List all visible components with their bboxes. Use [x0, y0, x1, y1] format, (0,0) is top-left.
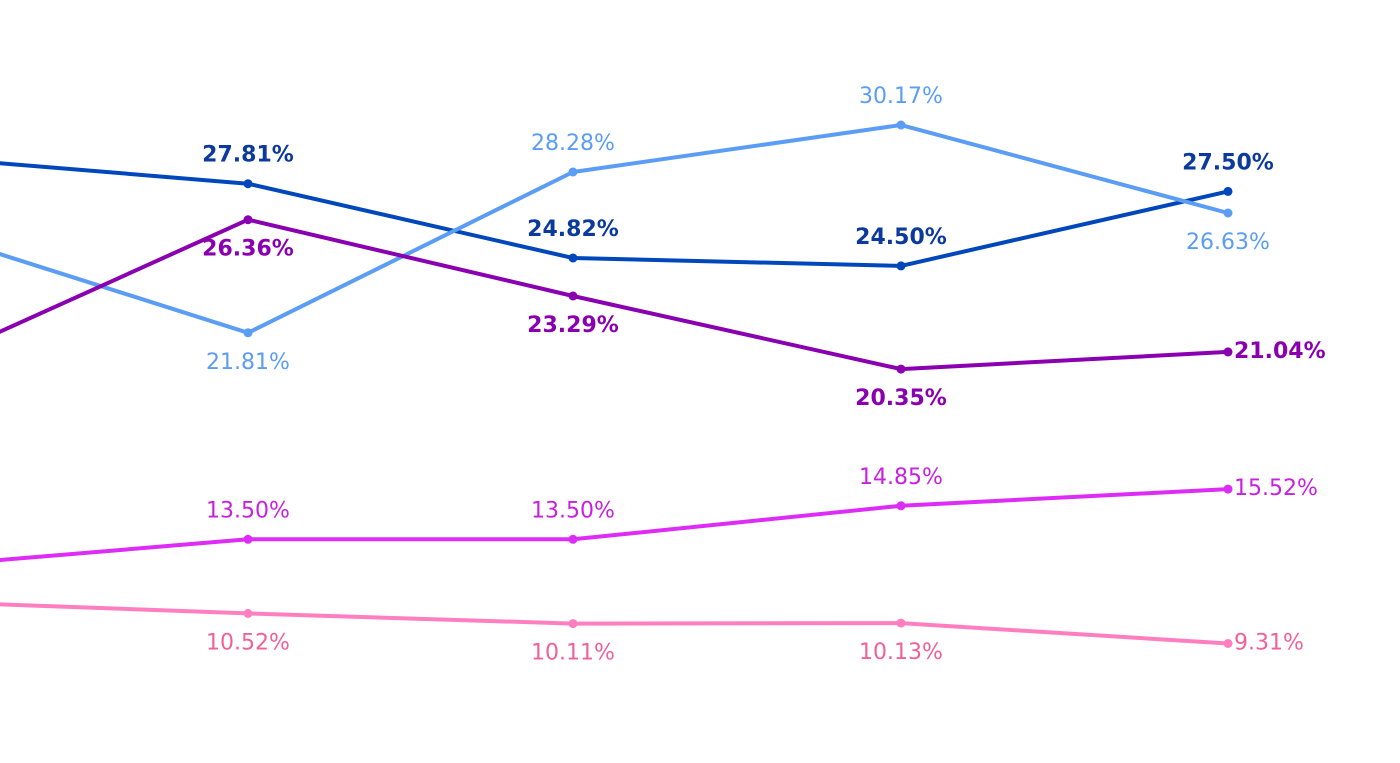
data-point-light-blue-2 — [568, 167, 578, 177]
data-label-light-blue-2: 28.28% — [531, 131, 615, 156]
data-point-purple-3 — [896, 364, 906, 374]
data-point-dark-blue-3 — [896, 261, 906, 271]
data-label-magenta-4: 15.52% — [1234, 476, 1318, 501]
data-label-magenta-2: 13.50% — [531, 498, 615, 523]
data-point-pink-1 — [243, 608, 253, 618]
series-purple: 26.36% 23.29% 20.35% 21.04% — [0, 215, 1326, 411]
data-point-dark-blue-1 — [243, 179, 253, 189]
data-label-purple-1: 26.36% — [202, 237, 294, 262]
data-label-light-blue-4: 26.63% — [1186, 230, 1270, 255]
data-label-magenta-3: 14.85% — [859, 465, 943, 490]
data-point-pink-3 — [896, 618, 906, 628]
series-line-pink — [0, 602, 1229, 646]
data-label-pink-4: 9.31% — [1234, 631, 1304, 656]
data-label-purple-2: 23.29% — [527, 313, 619, 338]
series-line-purple — [0, 217, 1229, 372]
data-label-light-blue-3: 30.17% — [859, 84, 943, 109]
data-label-dark-blue-1: 27.81% — [202, 143, 294, 168]
series-light-blue: 21.81% 28.28% 30.17% 26.63% — [0, 84, 1270, 375]
data-label-pink-2: 10.11% — [531, 641, 615, 666]
data-point-purple-1 — [243, 215, 253, 225]
data-label-pink-3: 10.13% — [859, 640, 943, 665]
data-label-dark-blue-2: 24.82% — [527, 217, 619, 242]
data-label-light-blue-1: 21.81% — [206, 350, 290, 375]
data-point-magenta-1 — [243, 534, 253, 544]
series-pink: 10.52% 10.11% 10.13% 9.31% — [0, 602, 1304, 666]
data-point-light-blue-3 — [896, 120, 906, 130]
data-label-pink-1: 10.52% — [206, 630, 290, 655]
data-point-magenta-2 — [568, 534, 578, 544]
data-point-pink-4 — [1223, 639, 1233, 648]
series-magenta: 13.50% 13.50% 14.85% 15.52% — [0, 465, 1318, 563]
data-point-magenta-3 — [896, 501, 906, 511]
data-point-magenta-4 — [1223, 484, 1233, 494]
data-point-light-blue-4 — [1223, 208, 1233, 218]
data-label-magenta-1: 13.50% — [206, 498, 290, 523]
data-point-dark-blue-4 — [1223, 186, 1233, 196]
data-point-pink-2 — [568, 619, 578, 629]
data-label-purple-3: 20.35% — [855, 386, 947, 411]
data-label-dark-blue-3: 24.50% — [855, 225, 947, 250]
series-dark-blue: 27.81% 24.82% 24.50% 27.50% — [0, 143, 1274, 271]
data-point-purple-2 — [568, 291, 578, 301]
data-point-light-blue-1 — [243, 328, 253, 338]
data-point-purple-4 — [1223, 347, 1233, 357]
data-point-dark-blue-2 — [568, 253, 578, 263]
data-label-purple-4: 21.04% — [1234, 339, 1326, 364]
data-label-dark-blue-4: 27.50% — [1182, 150, 1274, 175]
